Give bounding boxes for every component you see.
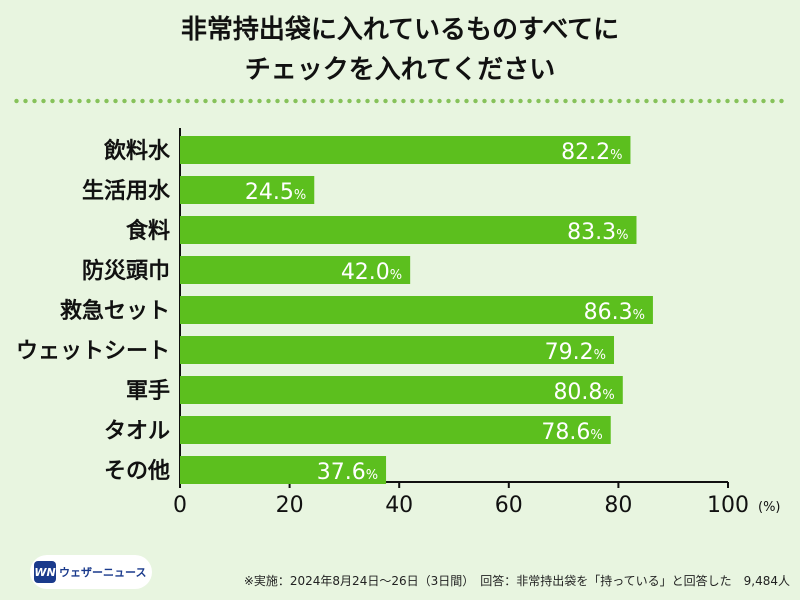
logo-mark: WN [34,561,56,583]
category-label: 救急セット [60,298,170,324]
x-tick-label: 40 [385,493,413,518]
category-label: 軍手 [126,379,170,404]
bar [180,376,623,404]
title-line-1: 非常持出袋に入れているものすべてに [180,15,620,45]
value-label: 86.3% [584,300,645,325]
bar [180,176,315,204]
title-line-2: チェックを入れてください [244,55,556,85]
category-label: タオル [104,419,170,444]
footnote: ※実施：2024年8月24日〜26日（3日間） 回答：非常持出袋を「持っている」… [243,574,790,588]
bar [180,416,611,444]
bar [180,336,615,364]
value-label: 82.2% [561,140,622,165]
value-label: 80.8% [553,380,614,405]
category-label: 食料 [126,218,170,244]
category-label: ウェットシート [16,339,170,364]
bar [180,296,653,324]
bar [180,136,631,164]
category-label: 生活用水 [82,179,171,204]
category-label: 飲料水 [103,138,171,164]
bar [180,256,411,284]
x-tick-label: 80 [604,493,632,518]
bar [180,456,387,484]
value-label: 79.2% [545,340,606,365]
x-tick-label: 60 [495,493,523,518]
dotted-divider [12,98,788,104]
category-label: 防災頭巾 [82,259,170,284]
x-tick-label: 20 [276,493,304,518]
chart-title: 非常持出袋に入れているものすべてに チェックを入れてください [0,10,800,90]
value-label: 78.6% [541,420,602,445]
x-tick-label: 100 [707,493,749,518]
value-label: 37.6% [317,460,378,485]
value-label: 24.5% [245,180,306,205]
x-tick-label: 0 [173,493,187,518]
value-label: 42.0% [341,260,402,285]
weathernews-logo: WN ウェザーニュース [30,555,152,589]
category-label: その他 [104,459,170,484]
logo-text: ウェザーニュース [59,566,147,579]
value-label: 83.3% [567,220,628,245]
x-axis-unit: (%) [758,500,781,515]
bar [180,216,637,244]
